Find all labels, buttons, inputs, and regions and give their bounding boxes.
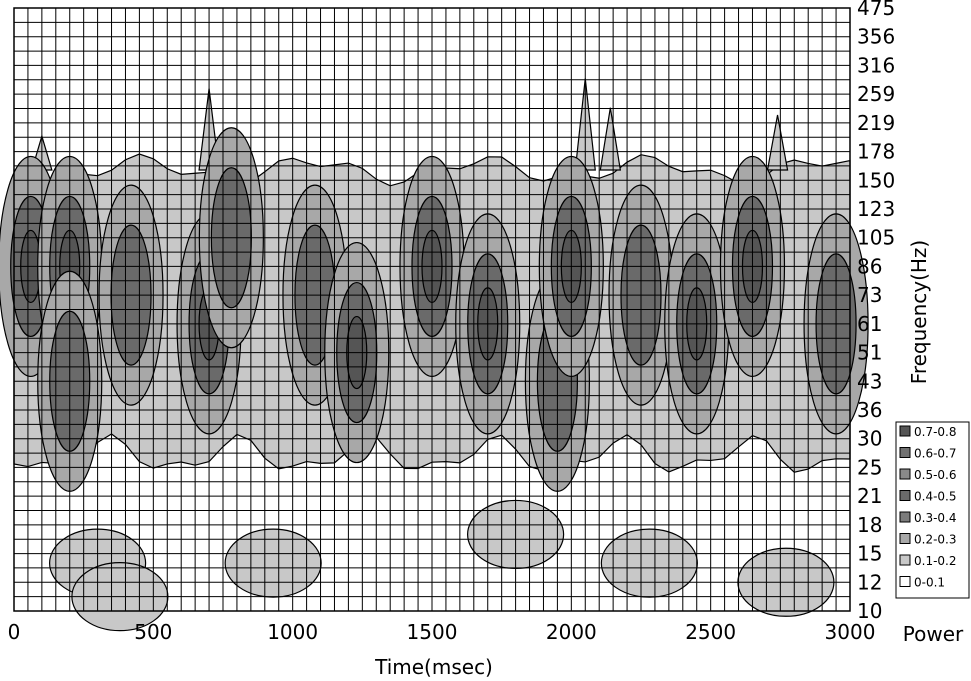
x-tick-label: 1500	[407, 620, 458, 644]
contour-spike	[766, 114, 789, 171]
y-tick-label: 316	[857, 53, 895, 77]
y-tick-label: 259	[857, 82, 895, 106]
y-tick-label: 43	[857, 369, 882, 393]
legend-swatch	[899, 425, 911, 437]
legend-label: 0.3-0.4	[914, 511, 957, 525]
legend-swatch	[899, 511, 911, 523]
x-tick-label: 500	[134, 620, 172, 644]
legend-label: 0.5-0.6	[914, 468, 957, 482]
legend-swatch	[899, 468, 911, 480]
legend-swatch	[899, 554, 911, 566]
y-tick-label: 356	[857, 25, 895, 49]
y-tick-label: 86	[857, 254, 882, 278]
legend-label: 0.7-0.8	[914, 425, 957, 439]
y-tick-label: 25	[857, 455, 882, 479]
legend-swatch	[899, 447, 911, 458]
legend-layer: 0.7-0.8 0.6-0.7 0.5-0.6 0.4-0.5 0.3-0.4 0.2-0…	[895, 421, 970, 646]
y-tick-label: 219	[857, 111, 895, 135]
legend-label: 0.6-0.7	[914, 447, 957, 461]
legend-label: 0-0.1	[914, 576, 945, 590]
y-tick-label: 15	[857, 542, 882, 566]
y-tick-label: 12	[857, 570, 882, 594]
y-tick-label: 475	[857, 0, 895, 20]
y-tick-label: 105	[857, 226, 895, 250]
x-tick-label: 1000	[267, 620, 318, 644]
legend-swatch	[899, 490, 911, 501]
plot-frame	[13, 7, 851, 612]
x-tick-label: 0	[8, 620, 21, 644]
legend-swatch	[899, 533, 911, 544]
grid-layer	[13, 7, 851, 612]
y-tick-label: 18	[857, 513, 882, 537]
x-tick-label: 2500	[685, 620, 736, 644]
y-tick-label: 150	[857, 168, 895, 192]
contour-fill-layer	[0, 8, 869, 632]
axes-layer: 0 500 1000 1500 2000 2500 3000 Time(msec) 10 12 15…	[8, 0, 931, 679]
y-tick-label: 10	[857, 599, 882, 623]
y-tick-label: 21	[857, 484, 882, 508]
y-tick-label: 30	[857, 427, 882, 451]
y-tick-label: 61	[857, 312, 882, 336]
legend-title: Power	[903, 622, 964, 646]
contour-spike	[599, 107, 622, 171]
legend-label: 0.2-0.3	[914, 533, 957, 547]
y-tick-label: 73	[857, 283, 882, 307]
legend-label: 0.4-0.5	[914, 490, 957, 504]
y-tick-label: 51	[857, 341, 882, 365]
legend-label: 0.1-0.2	[914, 554, 957, 568]
y-tick-label: 178	[857, 140, 895, 164]
x-axis-title: Time(msec)	[374, 655, 493, 679]
y-axis-title: Frequency(Hz)	[907, 240, 931, 384]
x-tick-label: 2000	[546, 620, 597, 644]
x-tick-label: 3000	[825, 620, 876, 644]
y-tick-label: 123	[857, 197, 895, 221]
y-tick-label: 36	[857, 398, 882, 422]
legend-swatch	[899, 576, 911, 587]
